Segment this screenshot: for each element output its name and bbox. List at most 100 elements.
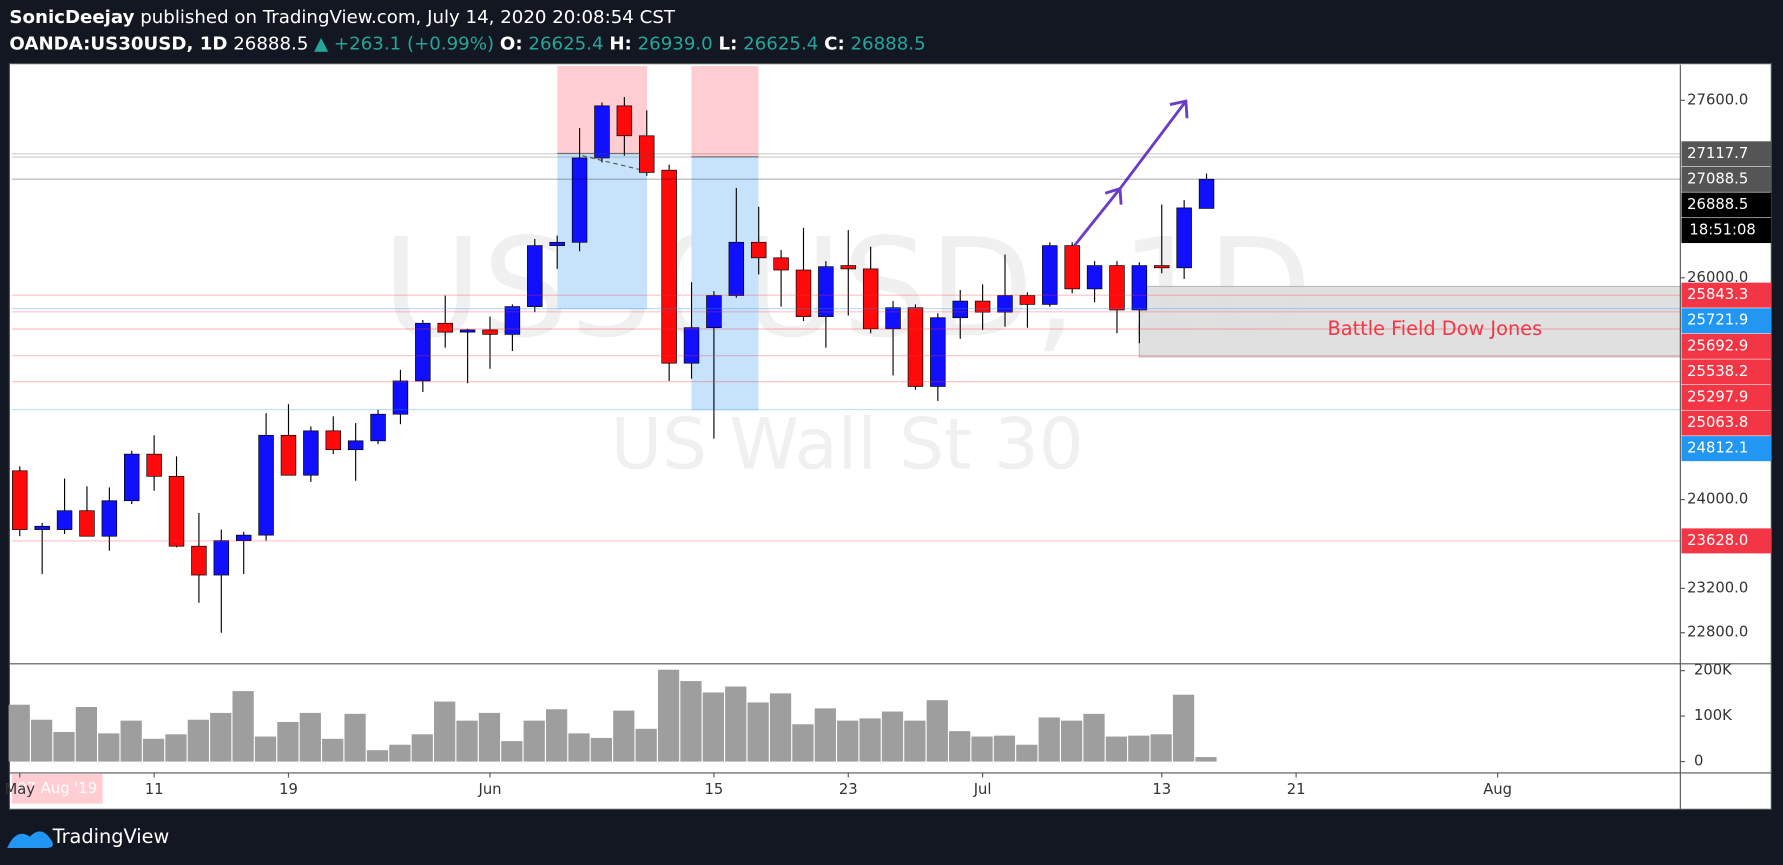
trend-arrows xyxy=(1073,99,1189,247)
volume-bar xyxy=(523,720,545,762)
level-label: 25843.3 xyxy=(1687,286,1748,303)
candle-body xyxy=(661,169,677,364)
high-value: 26939.0 xyxy=(638,33,713,54)
candle-body xyxy=(1019,295,1036,305)
volume-bar xyxy=(1150,734,1172,762)
volume-bar xyxy=(299,712,321,762)
candle-body xyxy=(146,453,162,477)
level-label: 25538.2 xyxy=(1687,363,1748,380)
volume-bar xyxy=(8,704,30,762)
close-value: 26888.5 xyxy=(851,33,926,54)
y-tick-label: 26000.0 xyxy=(1687,269,1748,286)
volume-bar xyxy=(1038,717,1060,762)
candle-body xyxy=(952,300,968,319)
level-label-box xyxy=(1681,333,1772,359)
level-label-box xyxy=(1681,528,1772,554)
candle-body xyxy=(1154,265,1170,269)
volume-bar xyxy=(456,720,478,762)
candle-body xyxy=(840,265,857,270)
arrow-head xyxy=(1169,99,1189,119)
y-tick-label: 23200.0 xyxy=(1687,579,1748,596)
y-tick-label: 24000.0 xyxy=(1687,491,1748,508)
x-tick-label: 15 xyxy=(705,781,724,798)
volume-bar xyxy=(635,728,657,762)
candle-body xyxy=(750,241,767,259)
volume-bar xyxy=(501,741,523,762)
candle-body xyxy=(56,510,73,530)
volume-bar xyxy=(1083,713,1105,762)
low-value: 26625.4 xyxy=(743,33,818,54)
volume-bar xyxy=(411,734,433,762)
volume-bar xyxy=(680,681,702,762)
level-label: 25692.9 xyxy=(1687,337,1748,354)
corner-box xyxy=(11,774,103,804)
dashed-line xyxy=(582,155,644,172)
candle-body xyxy=(124,453,140,502)
level-label-box xyxy=(1681,359,1772,385)
volume-bar xyxy=(702,692,724,762)
volume-bar xyxy=(568,733,590,762)
volume-bar xyxy=(747,702,769,762)
candle-body xyxy=(504,306,521,335)
volume-bar xyxy=(142,738,165,762)
x-tick-label: 19 xyxy=(279,781,298,798)
level-label-box xyxy=(1681,141,1772,167)
volume-bar xyxy=(993,735,1016,762)
volume-bar xyxy=(881,711,904,762)
level-label: 26888.5 xyxy=(1687,196,1748,213)
y-tick-label: 27600.0 xyxy=(1687,91,1748,108)
target-zone xyxy=(557,153,648,310)
header-line-1: SonicDeejay published on TradingView.com… xyxy=(9,7,675,28)
level-label: 25721.9 xyxy=(1687,312,1748,329)
volume-bar xyxy=(814,708,836,762)
volume-bar xyxy=(187,719,209,762)
volume-bar xyxy=(1172,694,1195,762)
x-tick-label: 21 xyxy=(1287,781,1306,798)
volume-bar xyxy=(1060,720,1083,762)
level-label: 25297.9 xyxy=(1687,388,1748,405)
candle-body xyxy=(1176,207,1192,269)
publisher: SonicDeejay xyxy=(9,7,134,28)
candle-body xyxy=(415,322,431,382)
x-tick-label: Jul xyxy=(973,781,992,798)
level-label-box xyxy=(1681,308,1772,334)
volume-bar xyxy=(769,693,792,762)
countdown-box xyxy=(1681,218,1772,244)
volume-bar xyxy=(254,736,277,762)
volume-bar xyxy=(1105,736,1128,762)
volume-bar xyxy=(210,712,232,762)
volume-bar xyxy=(53,732,75,762)
candle-body xyxy=(325,430,341,451)
volume-bar xyxy=(277,722,299,762)
volume-bar xyxy=(30,719,53,762)
candle-body xyxy=(1086,265,1103,290)
volume-bar xyxy=(949,731,971,762)
stop-zone xyxy=(691,65,759,157)
change: +263.1 (+0.99%) xyxy=(334,33,494,54)
published: published on TradingView.com, July 14, 2… xyxy=(140,7,676,28)
candle-body xyxy=(706,295,722,329)
candle-body xyxy=(907,307,924,387)
candle-body xyxy=(191,545,207,576)
low-label: L: xyxy=(719,33,738,54)
candle-body xyxy=(280,434,297,476)
volume-bar xyxy=(344,713,366,762)
candle-body xyxy=(347,440,364,451)
volume-bar xyxy=(120,720,142,762)
candle-body xyxy=(549,241,565,246)
candle-body xyxy=(728,241,745,296)
candle-body xyxy=(862,268,879,330)
candle-body xyxy=(1042,245,1058,305)
corner-label: 07 Aug '19 xyxy=(17,780,97,797)
volume-bar xyxy=(434,701,456,762)
candle-body xyxy=(974,300,991,313)
candle-body xyxy=(258,434,274,536)
volume-bar xyxy=(971,736,993,762)
candle-body xyxy=(571,157,588,243)
volume-bar xyxy=(657,669,680,762)
candle-body xyxy=(885,307,901,330)
volume-bar xyxy=(792,724,814,762)
watermark-subtitle: US Wall St 30 xyxy=(611,404,1084,486)
volume-bar xyxy=(926,700,948,762)
